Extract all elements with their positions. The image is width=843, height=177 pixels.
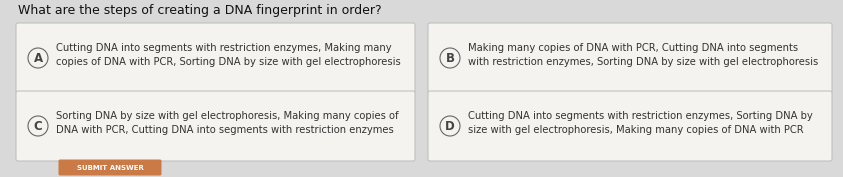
- Text: A: A: [34, 52, 42, 64]
- FancyBboxPatch shape: [428, 91, 832, 161]
- FancyBboxPatch shape: [16, 91, 415, 161]
- Text: Making many copies of DNA with PCR, Cutting DNA into segments
with restriction e: Making many copies of DNA with PCR, Cutt…: [468, 43, 819, 67]
- FancyBboxPatch shape: [16, 23, 415, 93]
- Circle shape: [440, 116, 460, 136]
- Text: B: B: [445, 52, 454, 64]
- Text: D: D: [445, 119, 455, 133]
- Circle shape: [440, 48, 460, 68]
- Text: Sorting DNA by size with gel electrophoresis, Making many copies of
DNA with PCR: Sorting DNA by size with gel electrophor…: [56, 111, 399, 135]
- Text: Cutting DNA into segments with restriction enzymes, Sorting DNA by
size with gel: Cutting DNA into segments with restricti…: [468, 111, 813, 135]
- Circle shape: [28, 48, 48, 68]
- FancyBboxPatch shape: [428, 23, 832, 93]
- FancyBboxPatch shape: [58, 159, 162, 176]
- Text: C: C: [34, 119, 42, 133]
- Text: What are the steps of creating a DNA fingerprint in order?: What are the steps of creating a DNA fin…: [18, 4, 382, 17]
- Text: SUBMIT ANSWER: SUBMIT ANSWER: [77, 164, 143, 170]
- Text: Cutting DNA into segments with restriction enzymes, Making many
copies of DNA wi: Cutting DNA into segments with restricti…: [56, 43, 400, 67]
- Circle shape: [28, 116, 48, 136]
